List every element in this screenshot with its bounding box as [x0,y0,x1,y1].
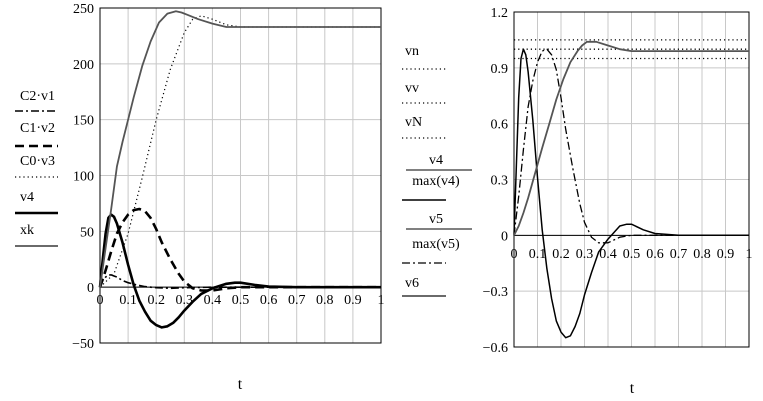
legend-label: vN [405,115,422,130]
x-tick-label: 0.5 [232,293,250,308]
x-tick-label: 0.5 [623,247,641,262]
legend-label-denominator: max(v4) [412,174,460,189]
legend-label: vn [405,44,419,59]
legend-label: C1·v2 [20,121,55,136]
legend: vn vv vN v4 max(v4) v5 max(v5) v6 [402,44,472,297]
x-tick-label: 0.8 [693,247,711,262]
x-tick-label: 0.6 [260,293,278,308]
y-tick-label: −0.6 [483,341,508,356]
x-tick-label: 0.9 [344,293,362,308]
y-tick-label: 250 [73,2,94,17]
y-tick-label: −50 [72,337,94,352]
x-tick-label: 0 [97,293,104,308]
x-tick-label: 0.4 [599,247,617,262]
legend: C2·v1 C1·v2 C0·v3 v4 xk [15,89,58,247]
series-line-4 [513,48,749,339]
series-line-4 [98,213,381,329]
x-tick-label: 1 [378,293,385,308]
series-line-3 [99,15,381,288]
y-tick-label: 0.9 [491,62,509,77]
x-tick-label: 0.6 [646,247,664,262]
plot-frame [99,7,382,344]
x-tick-label: 0.2 [147,293,165,308]
legend-label: vv [405,81,419,96]
x-tick-label: 0.9 [717,247,735,262]
y-tick-label: 50 [80,225,94,240]
x-tick-label: 0.1 [119,293,137,308]
series-line-6 [513,40,749,236]
y-tick-label: 0 [501,229,508,244]
legend-label: v4 [429,153,443,168]
y-tick-label: 0.6 [491,118,509,133]
plot-frame [513,11,750,348]
y-tick-label: 0 [87,281,94,296]
x-tick-label: 0.8 [316,293,334,308]
legend-label: v6 [405,276,419,291]
legend-label: C2·v1 [20,89,55,104]
legend-label-denominator: max(v5) [412,237,460,252]
y-tick-label: 1.2 [491,6,509,21]
x-tick-label: 0.3 [576,247,594,262]
x-axis-label: t [238,376,243,393]
x-axis-label: t [630,380,635,397]
x-tick-label: 0.7 [670,247,688,262]
series-line-2 [98,207,381,292]
y-tick-label: 100 [73,170,94,185]
chart-2: 1.2 0.9 0.6 0.3 0 −0.3 −0.6 0 0.1 0.2 0.3 0.4 0.5 0.6… [402,6,753,397]
y-tick-label: 150 [73,114,94,129]
y-tick-label: 0.3 [491,174,509,189]
x-tick-label: 0.7 [288,293,306,308]
series-line-5 [513,48,749,244]
series-line-5 [99,10,381,288]
x-tick-label: 1 [746,247,753,262]
legend-label: C0·v3 [20,154,55,169]
x-tick-label: 0.4 [204,293,222,308]
legend-label: v4 [20,190,34,205]
legend-label: v5 [429,212,443,227]
x-tick-label: 0.1 [529,247,547,262]
series-line-1 [99,274,381,290]
chart-1: 250 200 150 100 50 0 −50 0 0.1 0.2 0.3 0.4 0.5 0.6 0.7… [15,2,385,393]
y-tick-label: 200 [73,58,94,73]
x-tick-label: 0.2 [552,247,570,262]
y-tick-label: −0.3 [483,285,508,300]
legend-label: xk [20,223,34,238]
x-tick-label: 0.3 [176,293,194,308]
x-tick-label: 0 [511,247,518,262]
